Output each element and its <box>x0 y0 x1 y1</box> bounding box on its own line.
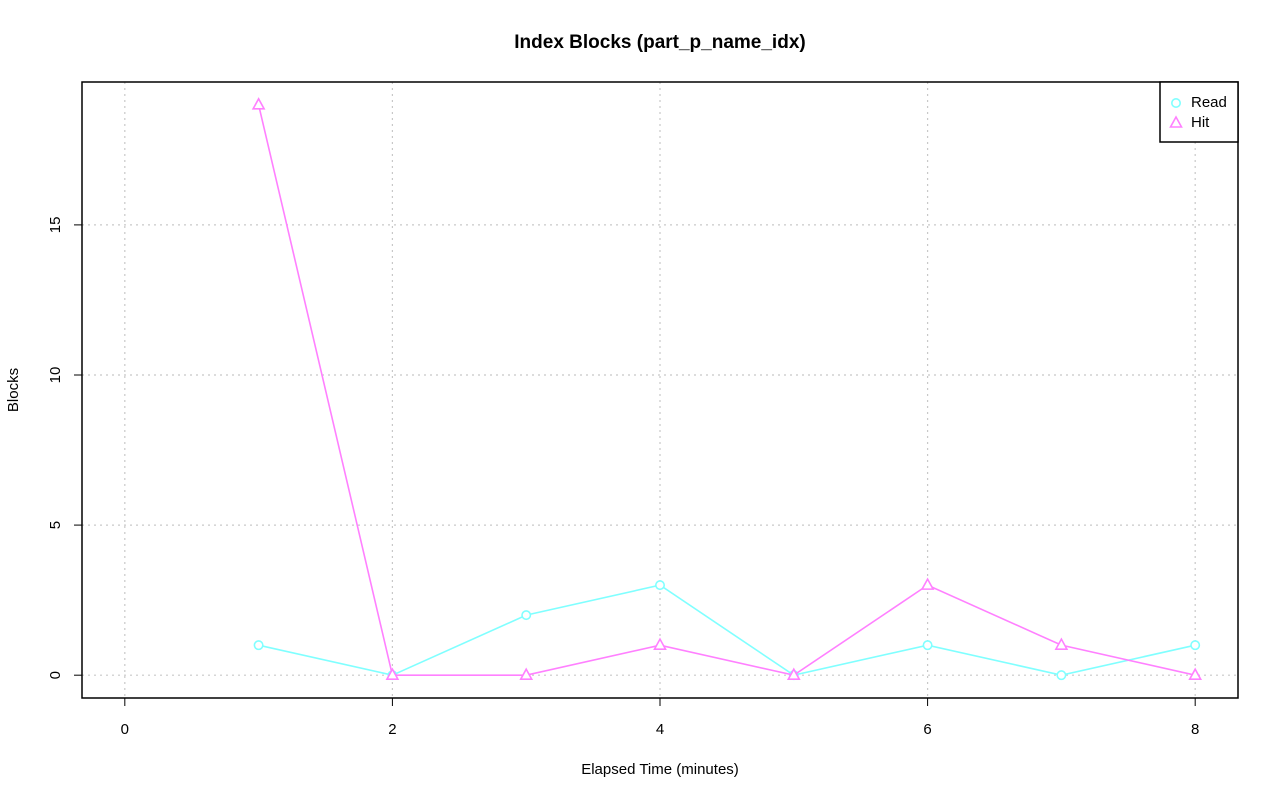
y-tick-label: 5 <box>47 521 64 529</box>
data-point <box>786 667 801 680</box>
chart-title: Index Blocks (part_p_name_idx) <box>514 32 805 53</box>
y-tick-label: 0 <box>47 671 64 679</box>
plot-frame <box>81 81 1239 699</box>
data-point <box>653 637 667 650</box>
legend-marker <box>1169 115 1183 128</box>
y-axis-label: Blocks <box>5 368 22 412</box>
legend-box <box>1159 81 1239 143</box>
series-line <box>257 104 1196 677</box>
x-tick-label: 2 <box>388 721 396 738</box>
data-point <box>251 97 266 110</box>
legend-label: Hit <box>1191 114 1210 131</box>
legend-marker <box>1171 98 1182 109</box>
data-point <box>1188 667 1203 680</box>
y-tick-label: 15 <box>47 217 64 234</box>
legend: Read Hit <box>1159 81 1239 143</box>
x-tick-label: 0 <box>121 721 129 738</box>
x-tick-label: 6 <box>923 721 931 738</box>
legend-label: Read <box>1191 94 1227 111</box>
x-axis-label: Elapsed Time (minutes) <box>581 761 739 778</box>
data-point <box>519 667 534 680</box>
data-point <box>385 667 400 680</box>
series-line <box>258 584 1196 677</box>
data-point <box>922 640 933 651</box>
x-tick-label: 8 <box>1191 721 1199 738</box>
data-point <box>1056 670 1067 681</box>
data-point <box>654 580 665 591</box>
data-point <box>253 640 264 651</box>
data-point <box>521 610 532 621</box>
x-tick-label: 4 <box>656 721 664 738</box>
data-point <box>1054 637 1069 650</box>
y-tick-label: 10 <box>47 367 64 384</box>
data-point <box>920 577 935 590</box>
data-point <box>1190 640 1201 651</box>
